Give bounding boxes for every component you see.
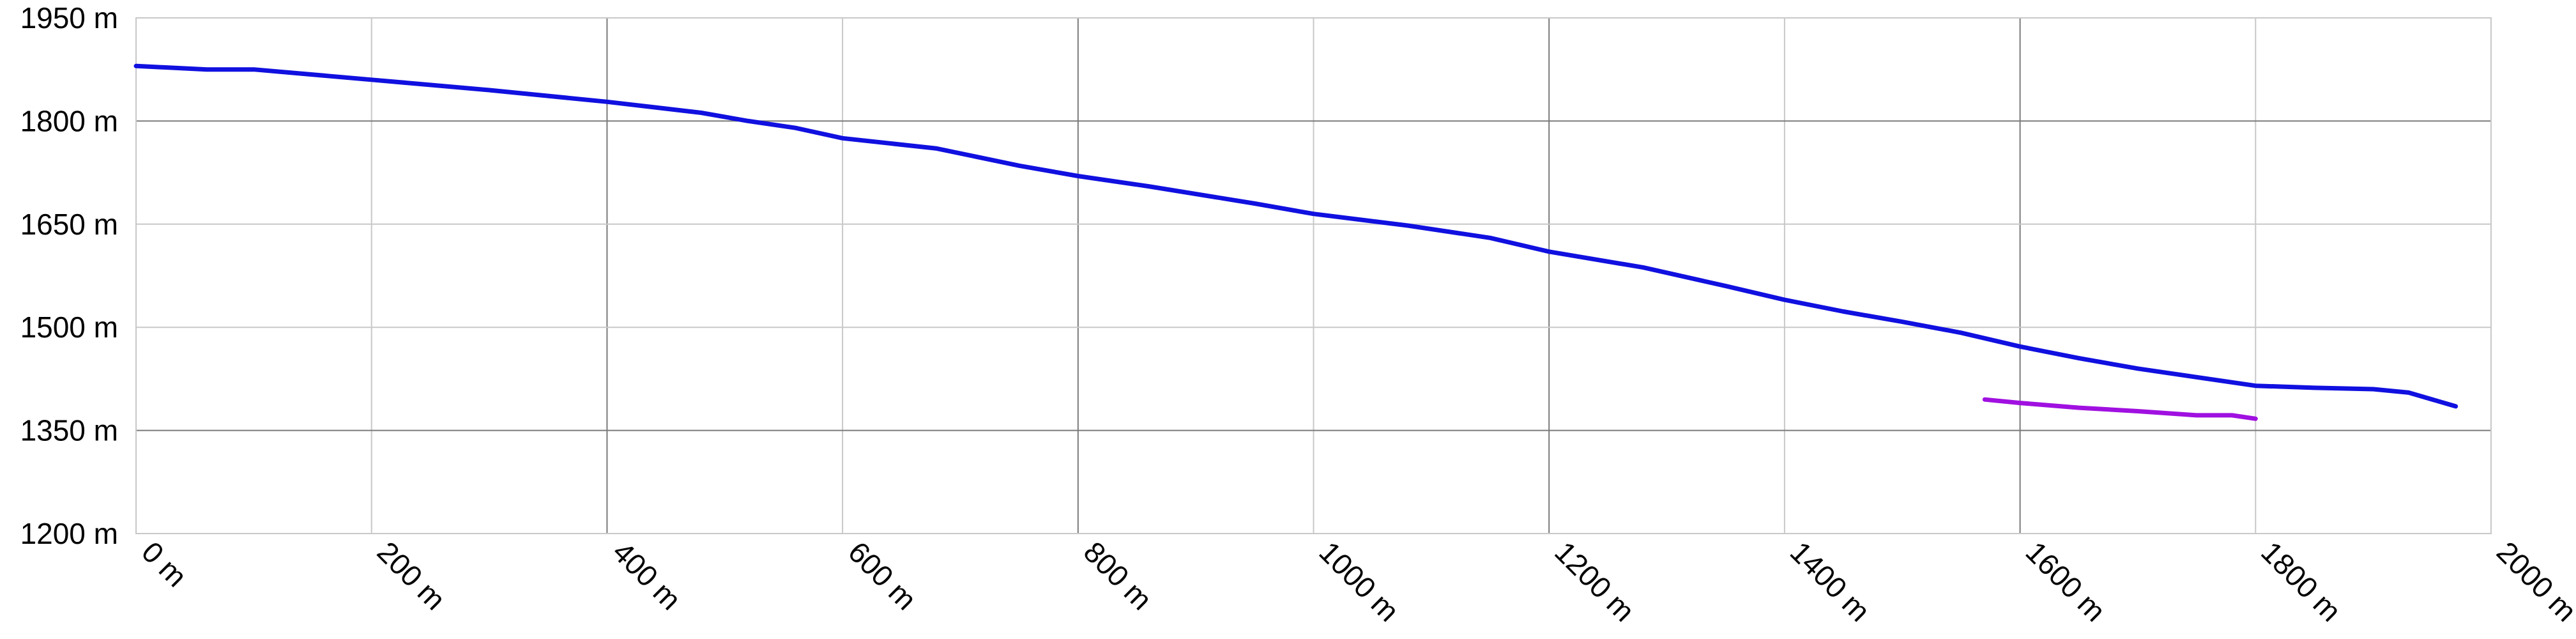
x-tick-label: 600 m bbox=[842, 535, 923, 616]
x-tick-label: 1800 m bbox=[2255, 535, 2347, 627]
x-tick-label: 800 m bbox=[1078, 535, 1159, 616]
x-axis-tick-labels: 0 m 200 m 400 m 600 m 800 m 1000 m 1200 m 1400 … bbox=[135, 535, 2576, 627]
x-tick-label: 200 m bbox=[371, 535, 452, 616]
y-tick-label: 1500 m bbox=[20, 311, 118, 344]
x-tick-label: 1200 m bbox=[1548, 535, 1641, 627]
y-tick-label: 1650 m bbox=[20, 208, 118, 241]
x-tick-label: 400 m bbox=[606, 535, 687, 616]
series-line-2 bbox=[1982, 397, 2258, 421]
y-tick-label: 1800 m bbox=[20, 104, 118, 137]
series-group bbox=[133, 63, 2458, 421]
plot-frame bbox=[135, 17, 2492, 534]
y-tick-label: 1200 m bbox=[20, 517, 118, 550]
grid bbox=[135, 17, 2492, 534]
y-axis-tick-labels: 1950 m 1800 m 1650 m 1500 m 1350 m 1200 m bbox=[20, 1, 118, 550]
y-tick-label: 1350 m bbox=[20, 414, 118, 447]
x-tick-label: 1400 m bbox=[1784, 535, 1877, 627]
x-tick-label: 2000 m bbox=[2490, 535, 2576, 627]
x-tick-label: 1600 m bbox=[2020, 535, 2112, 627]
x-tick-label: 0 m bbox=[135, 535, 194, 593]
series-line-1 bbox=[133, 63, 2458, 409]
y-tick-label: 1950 m bbox=[20, 1, 118, 35]
x-tick-label: 1000 m bbox=[1313, 535, 1405, 627]
